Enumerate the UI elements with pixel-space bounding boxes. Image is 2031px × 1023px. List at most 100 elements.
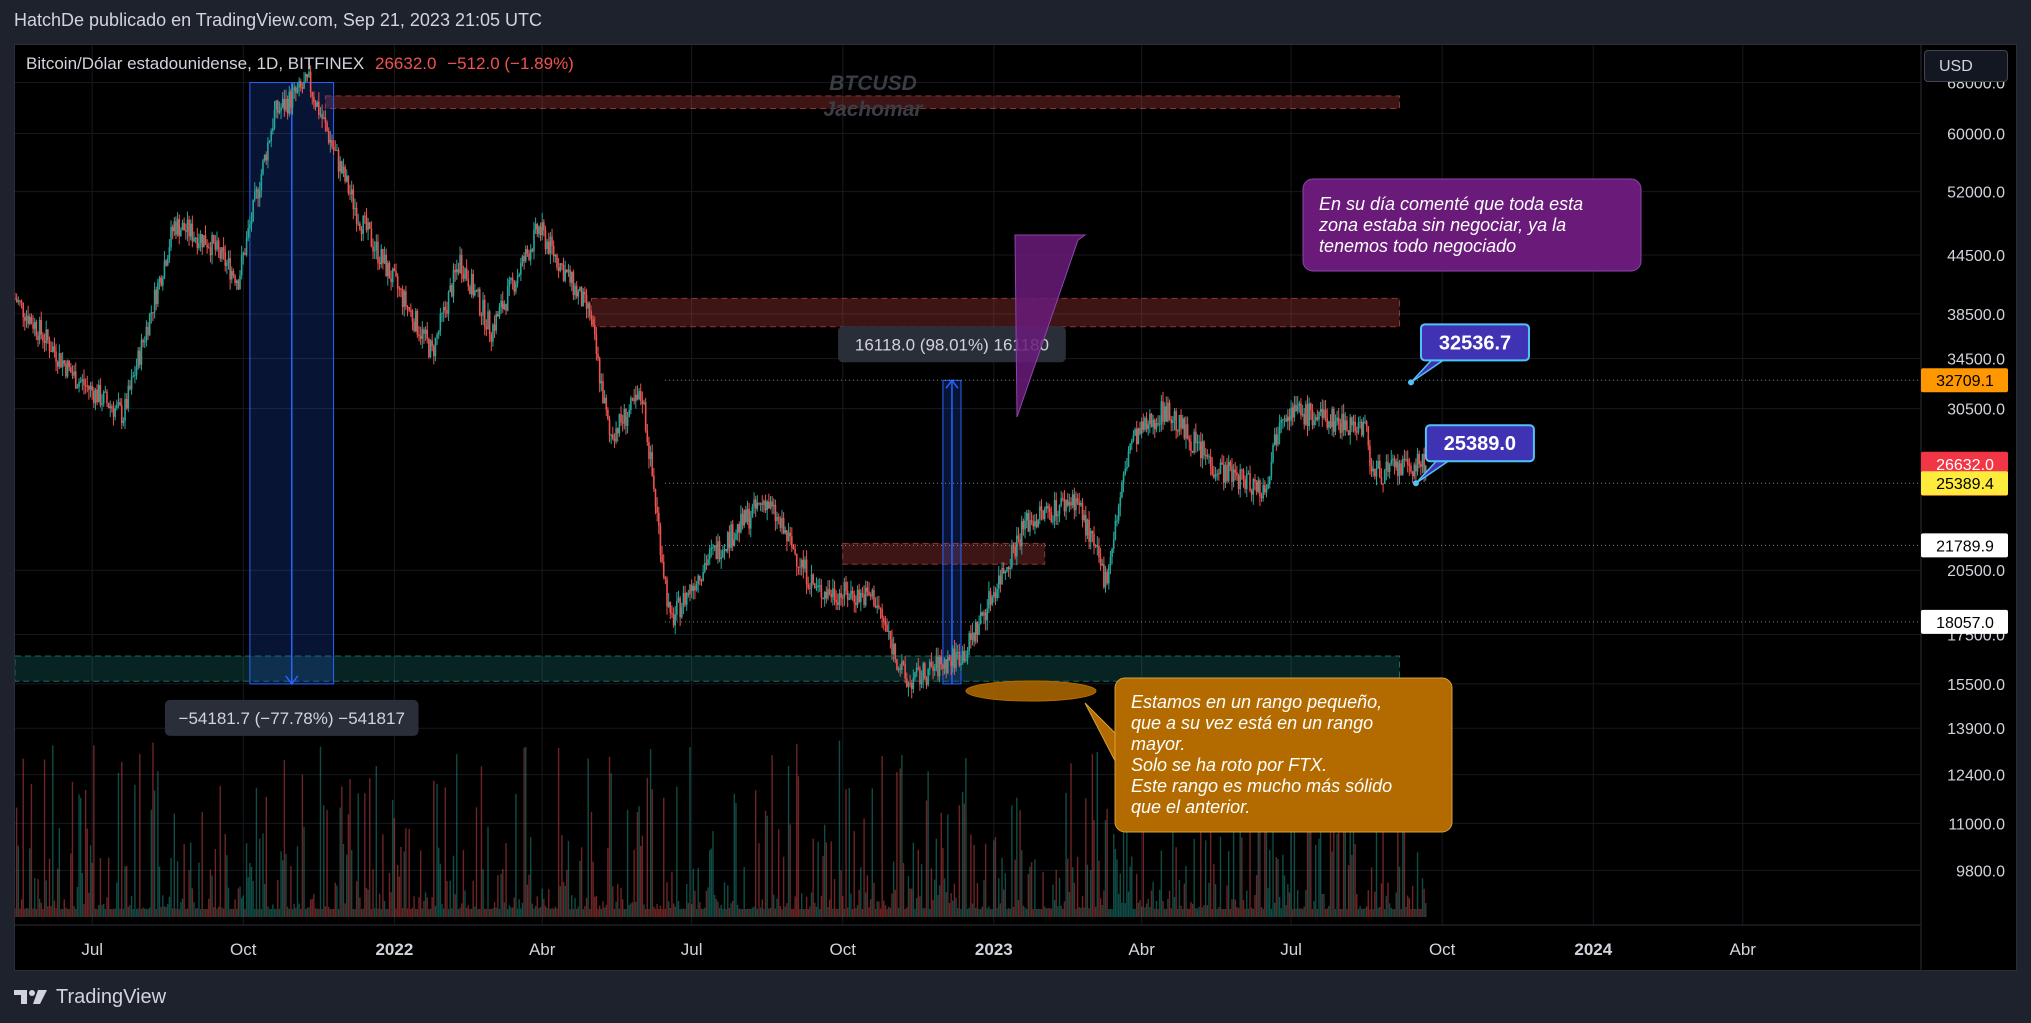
- volume-bar: [1185, 865, 1187, 917]
- candle-body: [1318, 411, 1320, 420]
- volume-bar: [20, 899, 23, 917]
- volume-bar: [761, 899, 763, 917]
- volume-bar: [469, 908, 471, 917]
- volume-bar: [1029, 866, 1031, 917]
- candle-body: [1094, 545, 1097, 547]
- candle-body: [963, 650, 966, 661]
- volume-bar: [155, 908, 157, 917]
- chart-area[interactable]: −54181.7 (−77.78%) −541817 16118.0 (98.01…: [14, 44, 2017, 971]
- candle-body: [892, 643, 895, 655]
- volume-bar: [700, 908, 703, 917]
- callout-anchor: [1407, 379, 1414, 386]
- volume-bar: [479, 908, 481, 917]
- candle-body: [354, 207, 356, 210]
- volume-bar: [717, 901, 719, 917]
- volume-bar: [171, 908, 174, 917]
- candle-body: [830, 594, 833, 598]
- volume-bar: [702, 908, 704, 917]
- candle-body: [1122, 474, 1125, 483]
- volume-bar: [1216, 908, 1218, 917]
- candle-body: [359, 223, 361, 230]
- candle-body: [984, 612, 987, 621]
- symbol-name: Bitcoin/Dólar estadounidense, 1D, BITFIN…: [26, 54, 365, 73]
- volume-bar: [306, 907, 309, 917]
- candle-body: [467, 278, 470, 287]
- candle-body: [1085, 514, 1087, 536]
- candle-body: [94, 389, 97, 404]
- volume-bar: [618, 908, 621, 917]
- candle-body: [672, 614, 675, 626]
- volume-bar: [382, 834, 384, 917]
- volume-bar: [1264, 825, 1266, 917]
- candle-body: [1043, 508, 1046, 520]
- volume-bar: [1052, 884, 1054, 917]
- volume-bar: [1162, 900, 1164, 917]
- footer-branding[interactable]: TradingView: [14, 984, 166, 1010]
- candle-body: [1250, 490, 1253, 495]
- volume-bar: [240, 898, 243, 917]
- volume-bar: [1265, 772, 1268, 917]
- symbol-legend[interactable]: Bitcoin/Dólar estadounidense, 1D, BITFIN…: [26, 54, 574, 74]
- candle-body: [229, 258, 231, 280]
- volume-bar: [32, 908, 34, 917]
- volume-bar: [763, 908, 765, 917]
- candle-body: [922, 663, 925, 680]
- volume-bar: [507, 908, 509, 917]
- candle-body: [1227, 462, 1230, 481]
- candle-body: [993, 592, 995, 597]
- candle-body: [97, 384, 100, 403]
- volume-bar: [406, 908, 409, 917]
- currency-button[interactable]: USD: [1924, 50, 2008, 82]
- candle-body: [843, 581, 846, 598]
- candle-body: [281, 99, 284, 108]
- volume-bar: [924, 908, 926, 917]
- volume-bar: [827, 906, 829, 917]
- candle-body: [252, 199, 254, 222]
- candle-body: [1375, 468, 1378, 477]
- candle-body: [1232, 469, 1235, 482]
- candle-body: [769, 501, 772, 509]
- volume-bar: [342, 843, 345, 917]
- volume-bar: [436, 783, 438, 917]
- volume-bar: [892, 861, 895, 917]
- volume-bar: [434, 905, 437, 917]
- candle-body: [649, 452, 652, 459]
- candle-body: [552, 245, 555, 257]
- volume-bar: [474, 906, 476, 917]
- volume-bar: [193, 902, 195, 917]
- candle-body: [247, 228, 250, 238]
- price-label-value: 18057.0: [1936, 615, 1994, 632]
- volume-bar: [385, 908, 387, 917]
- candle-body: [910, 682, 913, 689]
- volume-bar: [663, 797, 665, 917]
- volume-bar: [927, 771, 929, 917]
- volume-bar: [1349, 827, 1351, 917]
- volume-bar: [580, 847, 583, 917]
- volume-bar: [932, 899, 934, 917]
- candle-body: [86, 385, 89, 387]
- volume-bar: [584, 906, 586, 917]
- volume-bar: [879, 908, 882, 917]
- volume-bar: [1293, 816, 1296, 917]
- candle-body: [1237, 475, 1240, 489]
- volume-bar: [935, 838, 938, 917]
- volume-bar: [1053, 900, 1056, 917]
- candle-body: [712, 547, 714, 549]
- candle-body: [1196, 442, 1199, 444]
- candle-body: [855, 602, 857, 606]
- volume-bar: [1273, 902, 1276, 917]
- volume-bar: [224, 834, 226, 917]
- volume-bar: [140, 908, 143, 917]
- candle-body: [53, 346, 56, 352]
- candle-body: [600, 381, 603, 384]
- volume-bar: [1121, 902, 1123, 917]
- volume-bar: [226, 855, 228, 917]
- candle-body: [1385, 461, 1388, 471]
- candle-body: [1275, 434, 1278, 445]
- measure-label: 16118.0 (98.01%) 161180: [855, 335, 1049, 354]
- volume-bar: [1352, 797, 1355, 917]
- candle-body: [199, 234, 202, 243]
- candle-body: [1278, 422, 1281, 435]
- candle-body: [263, 154, 266, 161]
